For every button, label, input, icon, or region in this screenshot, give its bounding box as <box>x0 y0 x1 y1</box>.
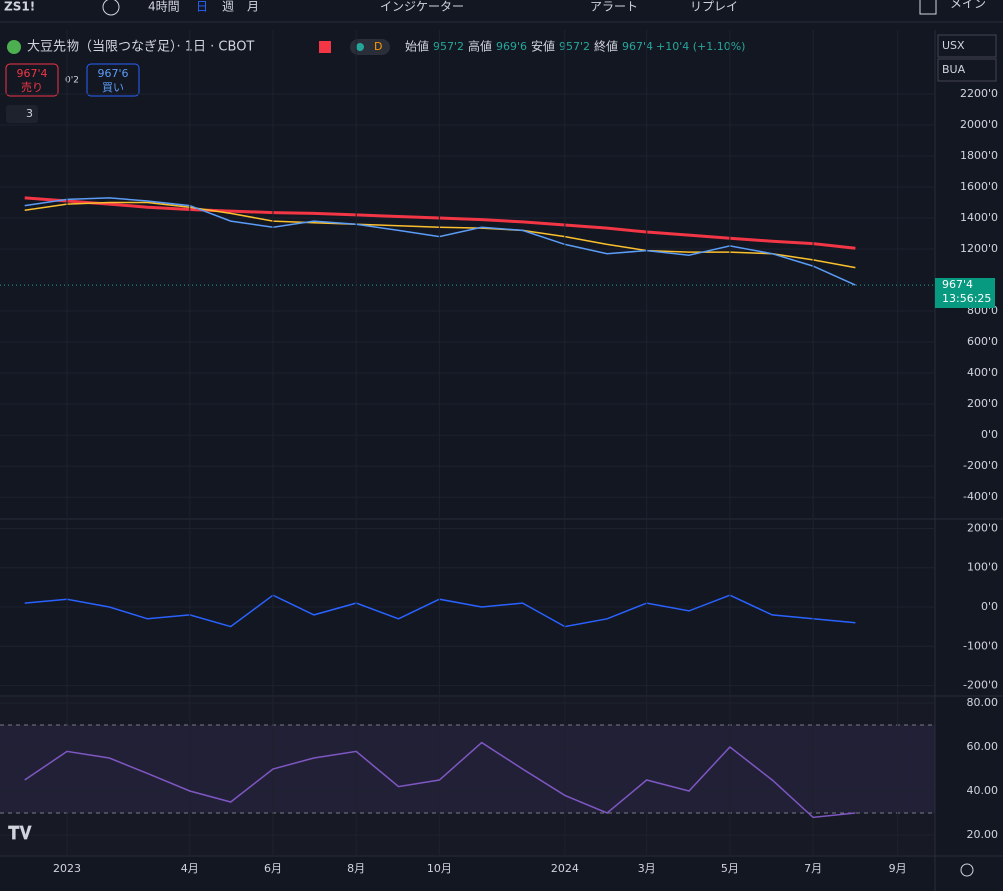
high-label: 高値 <box>468 39 492 54</box>
unit-box[interactable] <box>937 58 997 82</box>
y-tick-label: 20.00 <box>967 828 999 841</box>
y-tick-label: 0'0 <box>981 600 998 613</box>
status-dot <box>356 43 364 51</box>
sell-price[interactable]: 967'4 <box>16 67 47 80</box>
layout-icon[interactable] <box>919 0 937 15</box>
buy-button[interactable] <box>86 63 140 97</box>
x-tick-label: 6月 <box>264 862 282 875</box>
interval-week[interactable]: 週 <box>222 0 234 14</box>
interval-month[interactable]: 月 <box>247 0 259 14</box>
x-tick-label: 10月 <box>427 862 452 875</box>
countdown: 13:56:25 <box>942 292 991 305</box>
y-tick-label: 40.00 <box>967 784 999 797</box>
replay-button[interactable]: リプレイ <box>690 0 738 14</box>
y-tick-label: 1400'0 <box>960 211 998 224</box>
close-value: 967'4 <box>622 40 653 53</box>
currency-box[interactable] <box>937 34 997 58</box>
y-tick-label: 1600'0 <box>960 180 998 193</box>
buy-price[interactable]: 967'6 <box>97 67 128 80</box>
low-label: 安値 <box>531 39 555 54</box>
x-tick-label: 9月 <box>889 862 907 875</box>
y-tick-label: -200'0 <box>963 679 998 692</box>
currency[interactable]: USX <box>942 39 965 52</box>
x-tick-label: 3月 <box>638 862 656 875</box>
last-price: 967'4 <box>942 278 973 291</box>
change: +10'4 (+1.10%) <box>656 40 745 53</box>
collapse-count[interactable]: 3 <box>26 107 33 120</box>
x-tick-label: 2024 <box>551 862 579 875</box>
symbol[interactable]: ZS1! <box>4 0 35 14</box>
y-tick-label: 600'0 <box>967 335 998 348</box>
buy-label[interactable]: 買い <box>102 81 124 94</box>
x-tick-label: 8月 <box>347 862 365 875</box>
indicators-button[interactable]: インジケーター <box>380 0 464 14</box>
y-tick-label: 0'0 <box>981 428 998 441</box>
unit[interactable]: BUA <box>942 63 966 76</box>
y-tick-label: 80.00 <box>967 696 999 709</box>
logo: 𝐓𝐕 <box>8 823 33 844</box>
y-tick-label: 200'0 <box>967 521 998 534</box>
y-tick-label: -200'0 <box>963 459 998 472</box>
y-tick-label: 1800'0 <box>960 149 998 162</box>
spread: 0'2 <box>65 76 79 86</box>
series-line <box>24 741 856 819</box>
y-tick-label: 1200'0 <box>960 242 998 255</box>
y-tick-label: 200'0 <box>967 397 998 410</box>
open-value: 957'2 <box>433 40 464 53</box>
open-label: 始値 <box>405 39 429 54</box>
y-tick-label: 400'0 <box>967 366 998 379</box>
x-tick-label: 2023 <box>53 862 81 875</box>
y-tick-label: -100'0 <box>963 639 998 652</box>
sell-label[interactable]: 売り <box>21 81 43 94</box>
low-value: 957'2 <box>559 40 590 53</box>
x-tick-label: 5月 <box>721 862 739 875</box>
x-tick-label: 4月 <box>181 862 199 875</box>
price-badge <box>935 278 995 308</box>
y-tick-label: 60.00 <box>967 740 999 753</box>
rsi-band <box>0 725 935 813</box>
y-tick-label: 100'0 <box>967 561 998 574</box>
legend-title: 大豆先物（当限つなぎ足）· 1日 · CBOT <box>27 40 254 55</box>
y-tick-label: -400'0 <box>963 490 998 503</box>
badge: D <box>374 40 382 53</box>
symbol-logo <box>7 40 21 54</box>
alert-button[interactable]: アラート <box>590 0 638 14</box>
add-symbol[interactable] <box>102 0 120 16</box>
y-tick-label: 2000'0 <box>960 118 998 131</box>
x-tick-label: 7月 <box>804 862 822 875</box>
y-tick-label: 2200'0 <box>960 87 998 100</box>
sell-button[interactable] <box>5 63 59 97</box>
collapse-button[interactable] <box>6 105 38 123</box>
layout-name[interactable]: メイン <box>950 0 986 11</box>
settings-icon[interactable] <box>960 863 974 877</box>
close-label: 終値 <box>594 39 618 54</box>
interval[interactable]: 4時間 <box>148 0 180 14</box>
flag <box>319 41 331 53</box>
high-value: 969'6 <box>496 40 527 53</box>
interval-day[interactable]: 日 <box>196 0 208 14</box>
